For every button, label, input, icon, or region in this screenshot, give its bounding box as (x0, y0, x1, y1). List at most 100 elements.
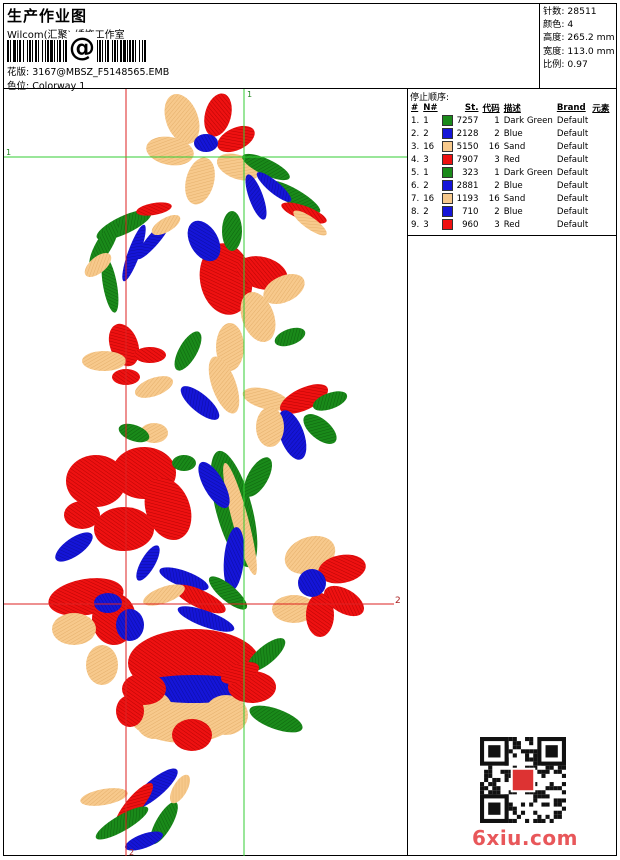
flower-small-left (82, 323, 202, 398)
color-swatch (441, 115, 453, 126)
table-row: 6. 2 2881 2 Blue Default (409, 179, 611, 192)
leaf-spray-bottom (80, 768, 191, 851)
row-swatch (440, 218, 455, 231)
color-swatch (441, 219, 453, 230)
row-brand: Default (556, 167, 589, 178)
row-needle: 1 (423, 115, 429, 126)
qr-code (480, 737, 566, 823)
row-code: 2 (494, 128, 500, 139)
col-index: # (411, 102, 419, 113)
row-code: 3 (494, 154, 500, 165)
stop-sequence-title: 停止顺序: (410, 93, 450, 103)
row-index: 5. (411, 167, 420, 178)
flower-lower-left (48, 578, 144, 685)
col-code: 代码 (482, 103, 500, 114)
row-stitches: 1193 (456, 193, 479, 204)
row-swatch (440, 140, 455, 153)
row-desc: Red (503, 219, 521, 230)
row-stitches: 5150 (456, 141, 479, 152)
row-brand: Default (556, 115, 589, 126)
stop-sequence-table: # N# St. 代码 描述 Brand 元素 1. 1 7257 1 Dark Gre… (409, 101, 611, 231)
col-element: 元素 (592, 103, 610, 114)
row-needle: 2 (423, 180, 429, 191)
col-stitches: St. (464, 102, 479, 113)
row-brand: Default (556, 154, 589, 165)
leaf-spray-lower (136, 545, 248, 632)
colorway-label: 色位: (7, 81, 30, 92)
row-index: 3. (411, 141, 420, 152)
header-block: 生产作业图 Wilcom(汇聚) 绣饰工作室 @ 花版: 3167@MBSZ_F… (4, 4, 539, 92)
row-swatch (440, 179, 455, 192)
row-swatch (440, 127, 455, 140)
watermark-logo: 6xiu.com (472, 826, 578, 850)
table-row: 8. 2 710 2 Blue Default (409, 205, 611, 218)
flower-right (272, 535, 366, 637)
table-divider (407, 235, 616, 236)
page-frame (3, 3, 617, 856)
row-desc: Blue (503, 128, 523, 139)
leaf-spray-left (84, 202, 181, 313)
flower-bottom (116, 629, 303, 751)
row-swatch (440, 205, 455, 218)
embroidery-art: 1 1 2 2 (4, 89, 407, 856)
row-needle: 2 (423, 206, 429, 217)
guide-v1-label: 1 (247, 90, 252, 99)
stat-height: 高度: 265.2 mm (543, 32, 615, 44)
row-desc: Sand (503, 141, 526, 152)
row-desc: Dark Green (503, 115, 553, 126)
row-code: 16 (488, 193, 500, 204)
color-swatch (441, 180, 453, 191)
table-row: 2. 2 2128 2 Blue Default (409, 127, 611, 140)
row-desc: Sand (503, 193, 526, 204)
guide-v2-label: 2 (129, 848, 134, 856)
stat-scale: 比例: 0.97 (543, 58, 588, 70)
row-code: 2 (494, 206, 500, 217)
header-divider (4, 88, 616, 89)
embroidery-preview: 1 1 2 2 (4, 89, 407, 856)
row-brand: Default (556, 141, 589, 152)
color-swatch (441, 141, 453, 152)
color-swatch (441, 128, 453, 139)
colorway-value: Colorway 1 (32, 81, 86, 92)
color-swatch (441, 167, 453, 178)
table-row: 7. 16 1193 16 Sand Default (409, 192, 611, 205)
row-stitches: 7257 (456, 115, 479, 126)
row-brand: Default (556, 219, 589, 230)
col-brand: Brand (556, 102, 586, 113)
guide-h2-label: 2 (395, 596, 401, 606)
row-desc: Red (503, 154, 521, 165)
row-index: 7. (411, 193, 420, 204)
row-needle: 16 (423, 193, 435, 204)
table-row: 1. 1 7257 1 Dark Green Default (409, 114, 611, 127)
panel-divider (407, 88, 408, 856)
col-needle: N# (423, 102, 438, 113)
table-row: 9. 3 960 3 Red Default (409, 218, 611, 231)
stat-width: 宽度: 113.0 mm (543, 45, 615, 57)
leaf-spray-mid-right (180, 356, 348, 460)
row-stitches: 323 (462, 167, 479, 178)
color-swatch (441, 206, 453, 217)
row-stitches: 710 (462, 206, 479, 217)
row-index: 1. (411, 115, 420, 126)
barcode (7, 40, 275, 62)
row-desc: Dark Green (503, 167, 553, 178)
design-value: 3167@MBSZ_F5148565.EMB (32, 67, 170, 78)
col-swatch (440, 101, 455, 114)
row-brand: Default (556, 206, 589, 217)
row-needle: 1 (423, 167, 429, 178)
design-label: 花版: (7, 67, 30, 78)
row-stitches: 2881 (456, 180, 479, 191)
row-index: 8. (411, 206, 420, 217)
color-swatch (441, 193, 453, 204)
row-needle: 3 (423, 219, 429, 230)
row-desc: Blue (503, 206, 523, 217)
row-brand: Default (556, 193, 589, 204)
row-stitches: 7907 (456, 154, 479, 165)
barcode-at-symbol: @ (67, 32, 97, 64)
row-stitches: 960 (462, 219, 479, 230)
row-code: 2 (494, 180, 500, 191)
row-needle: 16 (423, 141, 435, 152)
row-code: 16 (488, 141, 500, 152)
row-swatch (440, 153, 455, 166)
row-stitches: 2128 (456, 128, 479, 139)
